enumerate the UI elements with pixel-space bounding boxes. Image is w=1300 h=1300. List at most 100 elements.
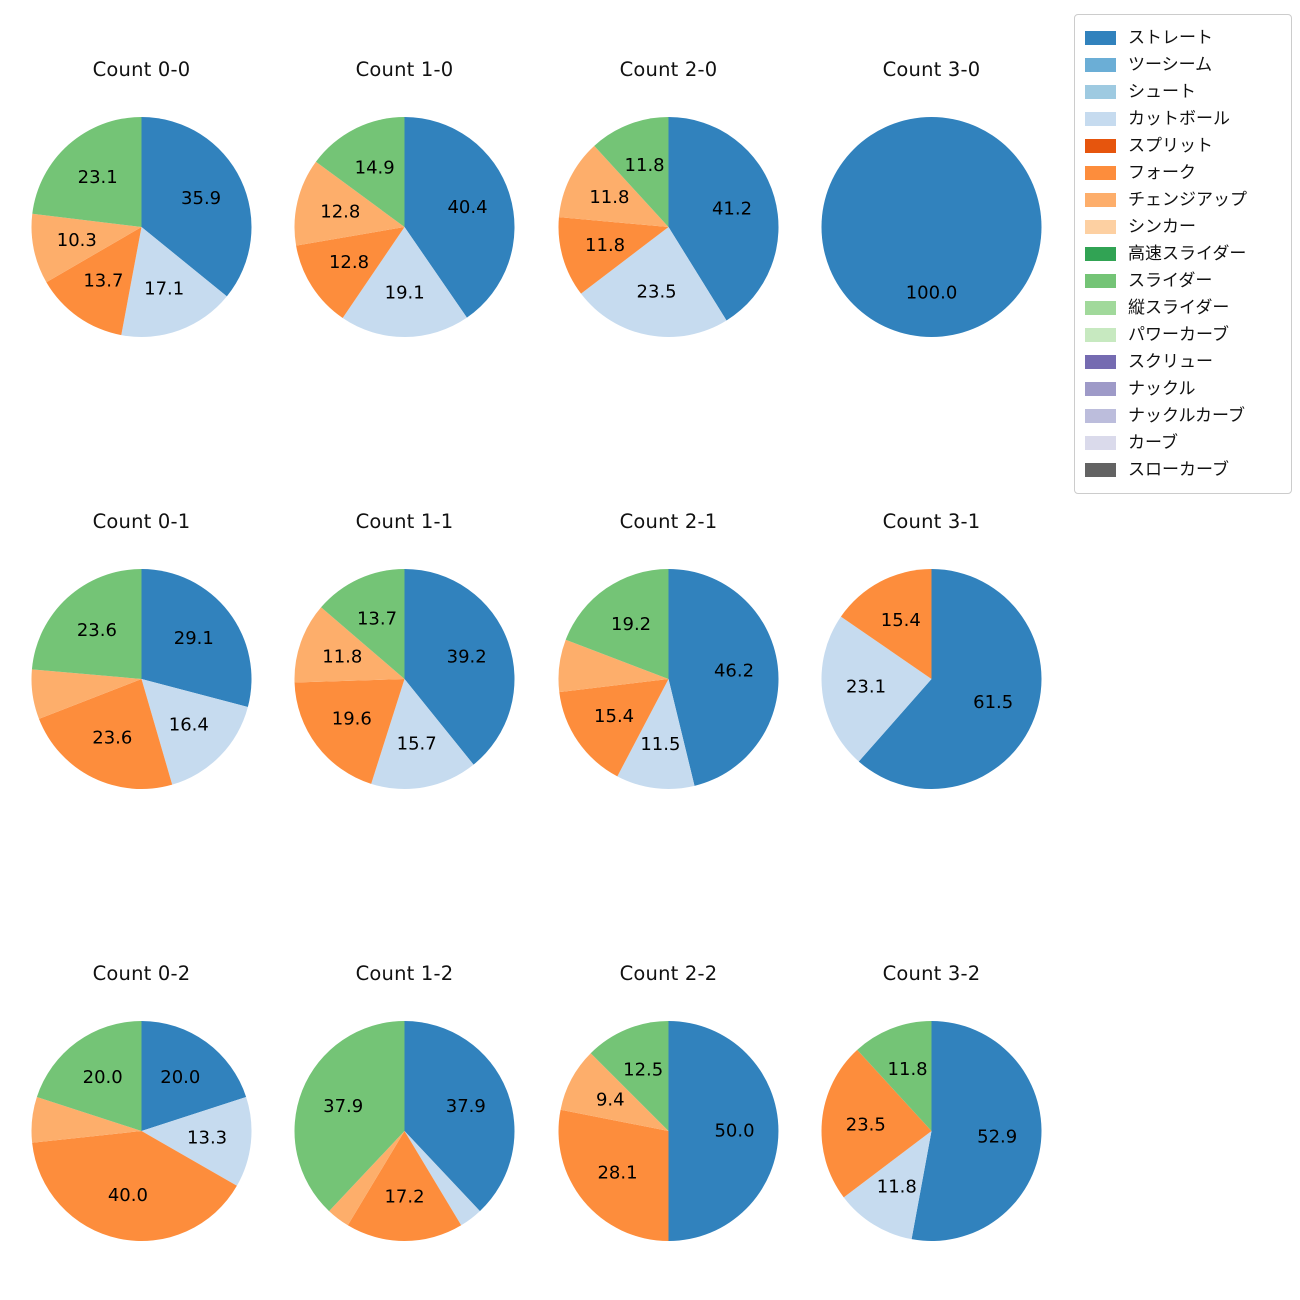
chart-title: Count 3-1 [882, 510, 981, 533]
chart-title: Count 2-0 [619, 58, 718, 81]
legend-swatch [1085, 139, 1116, 153]
pie-slice [404, 117, 515, 318]
pie-chart-cell-count-2-2: Count 2-2 50.0 28.1 9.4 12.5 [537, 904, 800, 1300]
legend-swatch [1085, 58, 1116, 72]
legend-item: ストレート [1085, 26, 1281, 50]
legend-item: ツーシーム [1085, 53, 1281, 77]
pie-percentage-label: 46.2 [714, 661, 754, 682]
pie-percentage-label: 23.1 [846, 677, 886, 698]
pie-slice [31, 569, 142, 679]
pie-percentage-label: 20.0 [83, 1067, 123, 1088]
chart-title: Count 1-2 [355, 962, 454, 985]
pie-chart-cell-count-0-0: Count 0-0 35.9 17.1 13.7 10.3 23.1 [10, 0, 273, 452]
legend-label: 高速スライダー [1128, 244, 1247, 264]
pie-count-2-2: 50.0 28.1 9.4 12.5 [558, 1021, 779, 1241]
pie-slice [141, 117, 252, 297]
pie-percentage-label: 12.8 [320, 201, 360, 222]
chart-title: Count 0-1 [92, 510, 191, 533]
legend-label: スライダー [1128, 271, 1213, 291]
pie-percentage-label: 23.1 [78, 167, 118, 188]
pie-percentage-label: 10.3 [57, 230, 97, 251]
pie-count-0-1: 29.1 16.4 23.6 23.6 [31, 569, 252, 789]
pie-slice [821, 1049, 932, 1198]
pie-percentage-label: 13.7 [357, 609, 397, 630]
pie-slice [141, 1021, 247, 1131]
legend-label: パワーカーブ [1128, 325, 1229, 345]
pie-slice [141, 569, 252, 708]
chart-title: Count 1-1 [355, 510, 454, 533]
pie-slice [31, 213, 142, 283]
pie-percentage-label: 28.1 [597, 1162, 637, 1183]
pie-slice [594, 117, 669, 227]
pie-percentage-label: 12.5 [623, 1060, 663, 1081]
pie-percentage-label: 11.8 [877, 1177, 917, 1198]
pie-slice [36, 1021, 142, 1131]
legend-item: ナックルカーブ [1085, 404, 1281, 428]
legend-item: フォーク [1085, 161, 1281, 185]
pie-percentage-label: 12.8 [329, 252, 369, 273]
pie-percentage-label: 23.5 [637, 281, 677, 302]
pie-slice [668, 1021, 779, 1241]
pie-percentage-label: 23.6 [92, 728, 132, 749]
pie-percentage-label: 29.1 [174, 628, 214, 649]
pie-slice [121, 227, 227, 337]
pie-chart-cell-count-3-1: Count 3-1 61.5 23.1 15.4 [800, 452, 1063, 904]
pie-slice [668, 117, 779, 321]
pie-percentage-label: 17.2 [384, 1187, 424, 1208]
pie-slice [404, 1021, 515, 1212]
legend-item: 縦スライダー [1085, 296, 1281, 320]
legend-label: カットボール [1128, 109, 1230, 129]
pie-percentage-label: 15.7 [397, 733, 437, 754]
pie-slice [558, 145, 669, 227]
pie-slice [857, 1021, 932, 1131]
pie-slice [558, 639, 669, 693]
legend-label: ナックルカーブ [1128, 406, 1245, 426]
pie-percentage-label: 9.4 [596, 1089, 625, 1110]
pie-slice [404, 1131, 480, 1226]
pie-slice [294, 1021, 405, 1212]
pie-chart-cell-count-1-1: Count 1-1 39.2 15.7 19.6 11.8 13.7 [273, 452, 536, 904]
pie-slice [294, 607, 405, 683]
pie-percentage-label: 20.0 [160, 1067, 200, 1088]
legend-item: パワーカーブ [1085, 323, 1281, 347]
pie-percentage-label: 50.0 [714, 1121, 754, 1142]
legend-label: スクリュー [1128, 352, 1213, 372]
pie-percentage-label: 100.0 [906, 283, 958, 304]
pie-slice [558, 217, 669, 294]
pie-percentage-label: 13.7 [83, 270, 123, 291]
pie-slice [315, 117, 405, 227]
pie-slice [840, 569, 932, 679]
pie-count-1-2: 37.9 17.2 37.9 [294, 1021, 515, 1242]
pie-slice [558, 1109, 669, 1241]
pie-count-3-2: 52.9 11.8 23.5 11.8 [821, 1021, 1042, 1241]
legend-item: スローカーブ [1085, 458, 1281, 482]
pie-percentage-label: 19.2 [611, 614, 651, 635]
pie-percentage-label: 15.4 [881, 610, 921, 631]
chart-title: Count 2-2 [619, 962, 718, 985]
pie-chart-cell-count-0-1: Count 0-1 29.1 16.4 23.6 23.6 [10, 452, 273, 904]
chart-title: Count 3-2 [882, 962, 981, 985]
pie-slice [294, 679, 405, 784]
legend-swatch [1085, 436, 1116, 450]
pie-percentage-label: 37.9 [446, 1096, 486, 1117]
pie-slice [294, 161, 405, 246]
chart-title: Count 1-0 [355, 58, 454, 81]
pie-slice [668, 569, 779, 786]
legend-swatch [1085, 193, 1116, 207]
legend-item: スプリット [1085, 134, 1281, 158]
legend-label: シュート [1128, 82, 1196, 102]
pie-percentage-label: 23.5 [846, 1115, 886, 1136]
pie-chart-cell-count-3-2: Count 3-2 52.9 11.8 23.5 11.8 [800, 904, 1063, 1300]
pie-slice [141, 679, 248, 785]
pie-percentage-label: 16.4 [169, 715, 209, 736]
pie-count-1-0: 40.4 19.1 12.8 12.8 14.9 [294, 117, 515, 338]
pie-slice [581, 227, 727, 338]
legend-item: シンカー [1085, 215, 1281, 239]
pie-chart-cell-count-2-0: Count 2-0 41.2 23.5 11.8 11.8 11.8 [537, 0, 800, 452]
pie-slice [590, 1021, 669, 1131]
pie-slice [560, 1053, 669, 1131]
pie-count-0-0: 35.9 17.1 13.7 10.3 23.1 [31, 116, 252, 337]
pie-slice [342, 227, 467, 338]
pie-percentage-label: 11.8 [322, 647, 362, 668]
pie-count-3-1: 61.5 23.1 15.4 [821, 569, 1042, 789]
